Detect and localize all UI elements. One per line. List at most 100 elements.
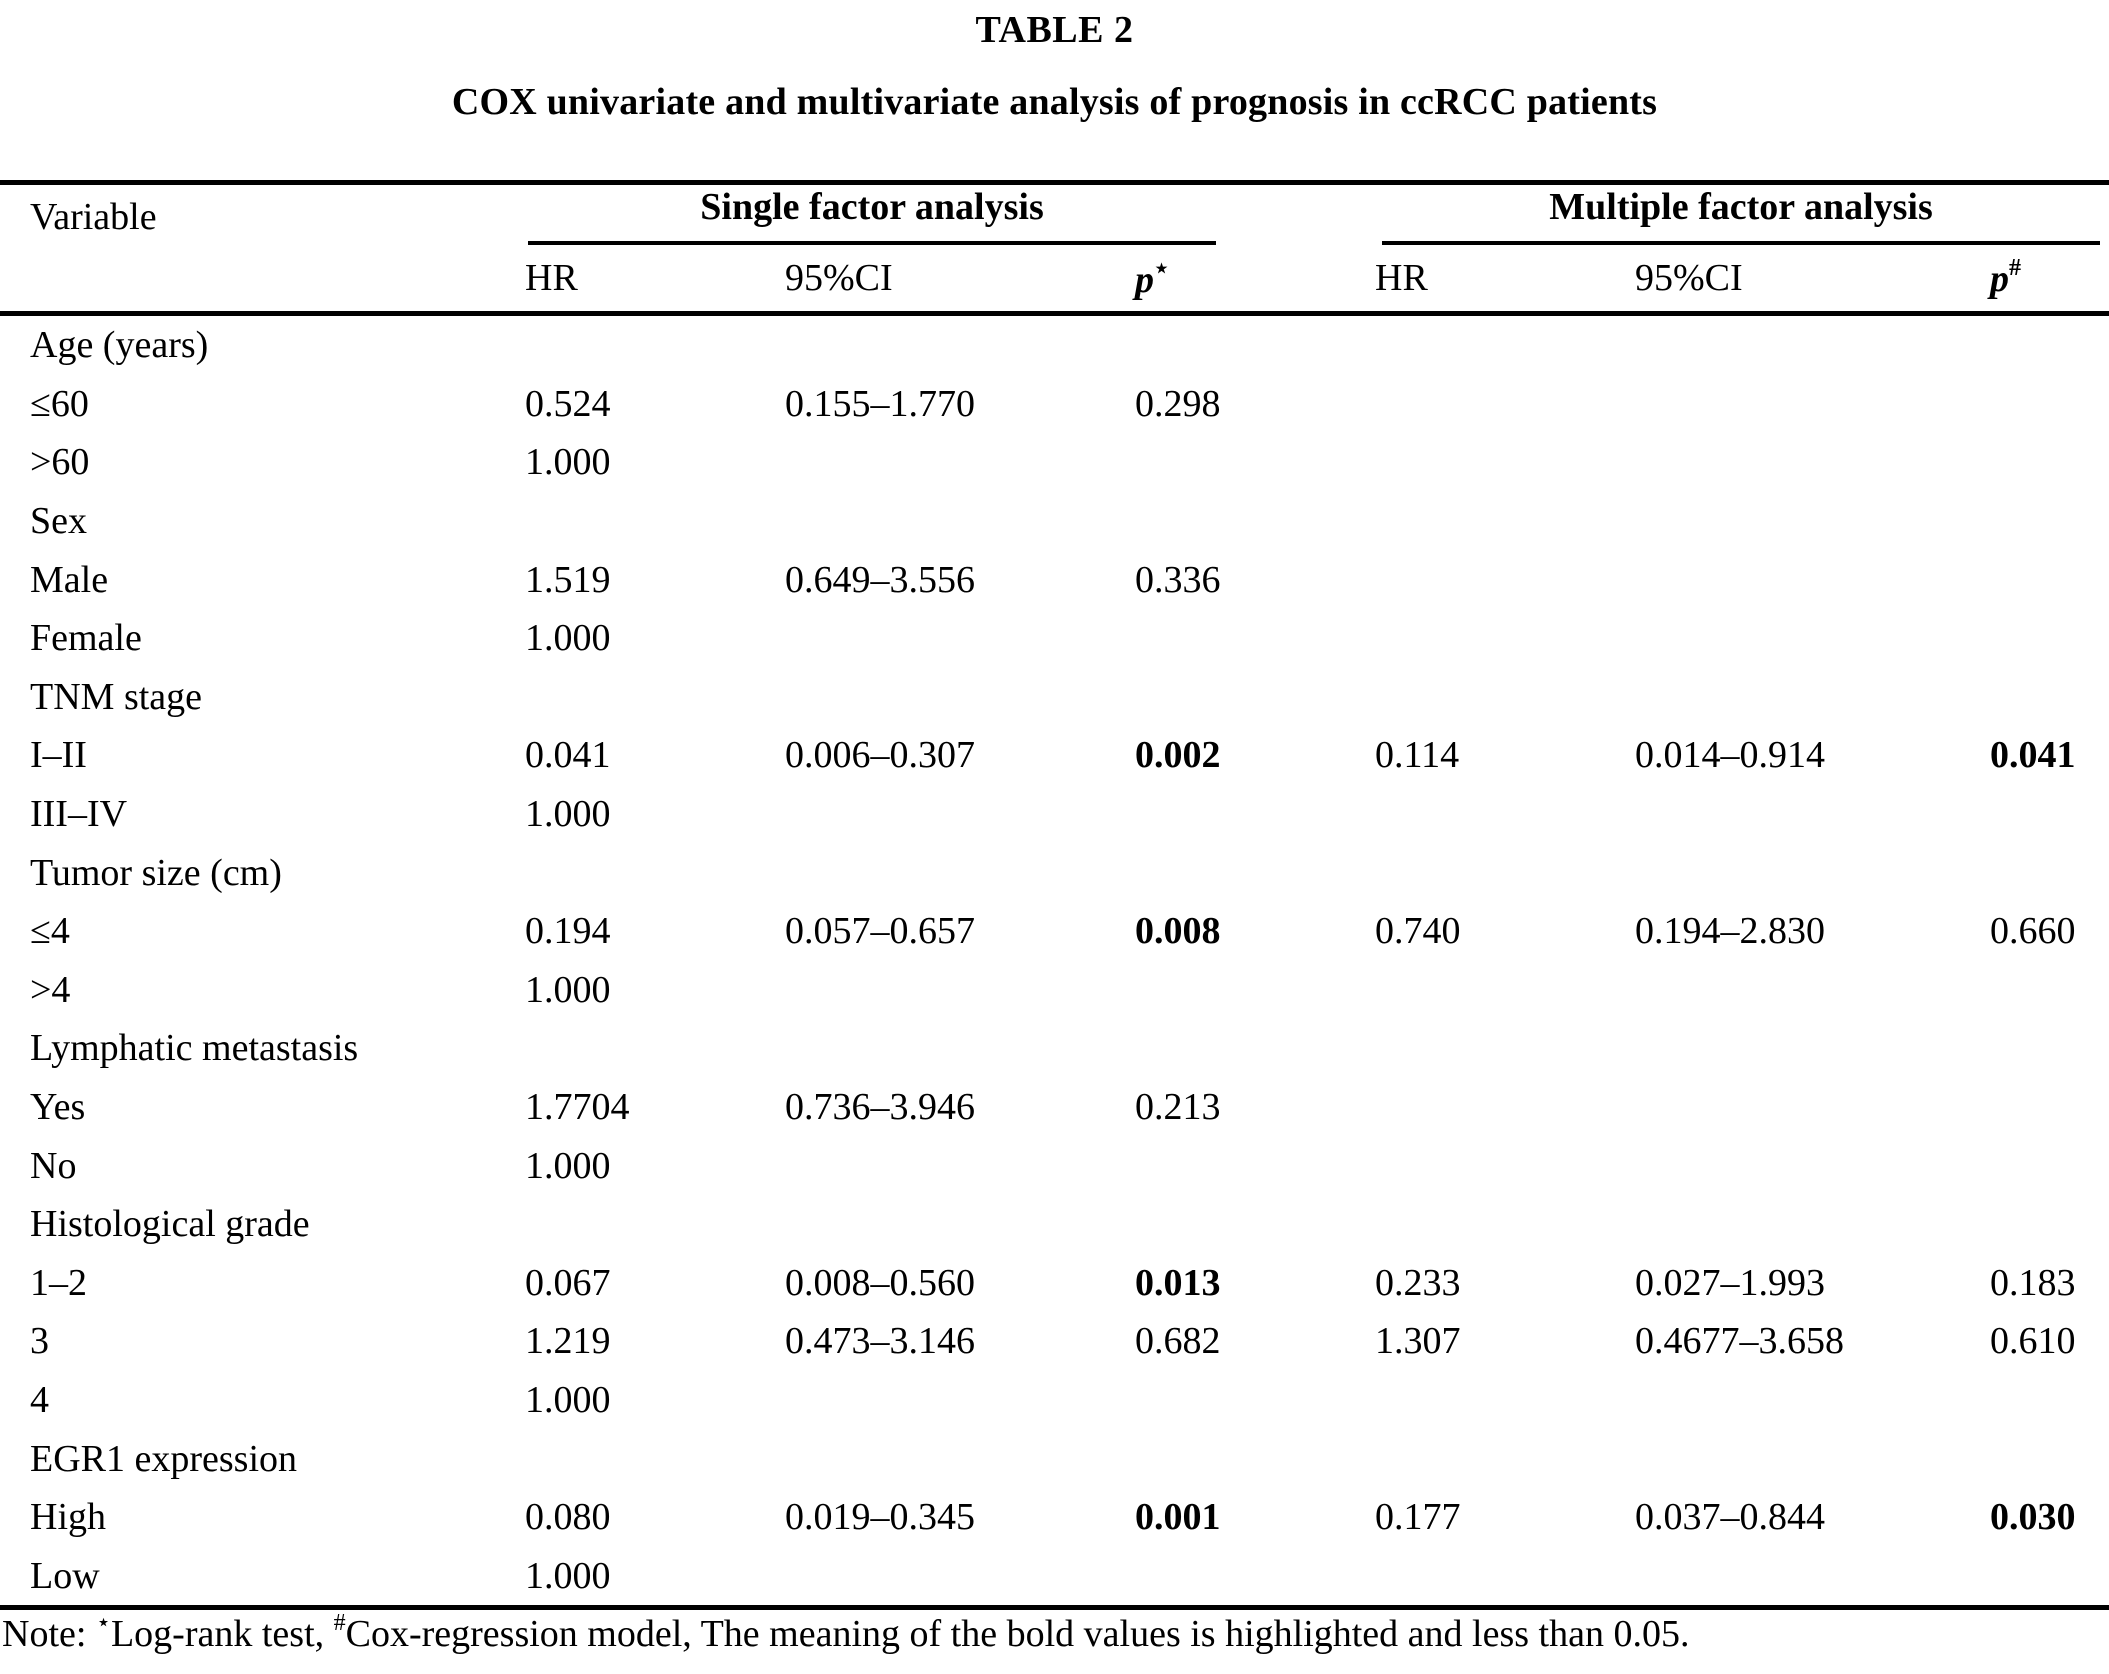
value-cell-ci2 <box>1620 961 1975 1020</box>
row-label-cell: I–II <box>30 734 87 777</box>
value-cell-ci2 <box>1620 550 1975 609</box>
table-row: Female 1.000 <box>0 609 2109 668</box>
value-cell-hr2 <box>1360 1546 1621 1611</box>
value-cell-p2: 0.660 <box>1990 910 2076 953</box>
value-cell-ci2 <box>1620 433 1975 492</box>
value-cell-ci2: 0.194–2.830 <box>1635 910 1826 953</box>
row-label-cell: Low <box>0 1546 510 1611</box>
value-cell-p2 <box>1975 1136 2109 1195</box>
value-cell-hr2 <box>1360 492 1620 551</box>
value-cell-hr1 <box>510 843 770 902</box>
value-cell-ci2 <box>1620 1019 1975 1078</box>
value-cell-ci1 <box>770 314 1120 375</box>
value-cell-p2: 0.041 <box>1990 734 2076 777</box>
table-row: 1–2 0.067 0.008–0.560 0.013 0.233 0.027–1.993… <box>0 1254 2109 1313</box>
table-row: Low 1.000 <box>0 1546 2109 1611</box>
row-label-cell: 3 <box>30 1320 49 1363</box>
value-cell-hr1 <box>510 668 770 727</box>
value-cell-p2 <box>1975 1195 2109 1254</box>
row-label-cell: EGR1 expression <box>30 1437 298 1480</box>
value-cell-p1: 0.336 <box>1135 558 1221 601</box>
value-cell-ci2: 0.037–0.844 <box>1635 1496 1826 1539</box>
multiple-factor-label: Multiple factor analysis <box>1382 187 2101 245</box>
table-row: Sex <box>0 492 2109 551</box>
row-label-cell: Tumor size (cm) <box>30 851 282 894</box>
table-row: Age (years) <box>0 314 2109 375</box>
row-label-cell: Age (years) <box>30 324 209 367</box>
value-cell-hr2 <box>1360 961 1620 1020</box>
value-cell-ci1: 0.019–0.345 <box>785 1496 975 1539</box>
value-cell-ci1 <box>770 433 1120 492</box>
value-cell-hr1: 1.000 <box>525 793 611 836</box>
table-row: 4 1.000 <box>0 1371 2109 1430</box>
table-caption: COX univariate and multivariate analysis… <box>451 81 1658 123</box>
table-row: TNM stage <box>0 668 2109 727</box>
value-cell-hr1: 1.519 <box>525 558 611 601</box>
value-cell-p2: 0.610 <box>1990 1320 2076 1363</box>
value-cell-ci2 <box>1620 375 1975 434</box>
table-row: Tumor size (cm) <box>0 843 2109 902</box>
value-cell-hr1: 1.219 <box>525 1320 611 1363</box>
row-label-cell: TNM stage <box>30 675 203 718</box>
value-cell-ci1 <box>770 609 1120 668</box>
value-cell-p2 <box>1975 1371 2109 1430</box>
row-label-cell: >60 <box>30 441 90 484</box>
value-cell-ci1: 0.649–3.556 <box>785 558 975 601</box>
value-cell-ci2 <box>1620 785 1975 844</box>
single-hr-header: HR <box>510 245 770 316</box>
value-cell-hr1: 0.041 <box>525 734 611 777</box>
p-symbol: p <box>1135 259 1154 301</box>
value-cell-hr1: 1.000 <box>510 1546 770 1611</box>
multiple-p-header: p# <box>1975 245 2109 316</box>
value-cell-hr2 <box>1360 1195 1620 1254</box>
hash-superscript: # <box>2009 255 2022 281</box>
value-cell-ci1 <box>770 843 1120 902</box>
p-symbol: p <box>1990 258 2010 300</box>
note-prefix: Note: <box>2 1613 96 1655</box>
value-cell-p1 <box>1120 433 1360 492</box>
value-cell-hr2: 0.114 <box>1375 734 1460 777</box>
value-cell-hr2 <box>1360 1371 1620 1430</box>
value-cell-hr1: 0.080 <box>525 1496 611 1539</box>
value-cell-p2 <box>1975 609 2109 668</box>
multiple-hr-header: HR <box>1360 245 1621 316</box>
table-row: No 1.000 <box>0 1136 2109 1195</box>
table-footnote: Note: ⋆Log-rank test, #Cox-regression mo… <box>2 1608 1689 1656</box>
value-cell-hr2 <box>1360 550 1620 609</box>
value-cell-ci1 <box>770 1429 1120 1488</box>
value-cell-hr2 <box>1360 1136 1620 1195</box>
value-cell-ci1 <box>770 1136 1120 1195</box>
value-cell-ci2 <box>1620 1546 1976 1611</box>
value-cell-ci1 <box>770 1195 1120 1254</box>
cox-analysis-table: Variable Single factor analysis Multiple… <box>0 180 2109 1611</box>
value-cell-p2 <box>1975 550 2109 609</box>
single-factor-label: Single factor analysis <box>528 187 1217 245</box>
table-row: Yes 1.7704 0.736–3.946 0.213 <box>0 1078 2109 1137</box>
value-cell-ci1: 0.736–3.946 <box>785 1086 975 1129</box>
value-cell-p2 <box>1975 1546 2109 1611</box>
table-row: I–II 0.041 0.006–0.307 0.002 0.114 0.014–0.91… <box>0 726 2109 785</box>
value-cell-ci1 <box>770 1371 1120 1430</box>
value-cell-hr1: 1.000 <box>525 968 611 1011</box>
row-label-cell: No <box>30 1144 77 1187</box>
row-label-cell: Female <box>30 617 142 660</box>
value-cell-p2 <box>1975 492 2109 551</box>
note-star-text: Log-rank test, <box>110 1613 334 1655</box>
value-cell-hr1: 1.000 <box>525 617 611 660</box>
value-cell-p1 <box>1120 609 1360 668</box>
value-cell-p1: 0.013 <box>1135 1261 1221 1304</box>
value-cell-ci1: 0.057–0.657 <box>785 910 975 953</box>
value-cell-hr1 <box>510 1195 770 1254</box>
value-cell-hr1: 0.067 <box>525 1261 611 1304</box>
value-cell-hr1 <box>510 1429 770 1488</box>
value-cell-p1: 0.001 <box>1135 1496 1221 1539</box>
value-cell-hr1: 1.000 <box>525 441 611 484</box>
value-cell-hr1: 1.7704 <box>525 1086 630 1129</box>
value-cell-p1 <box>1120 1429 1360 1488</box>
value-cell-p1 <box>1120 785 1360 844</box>
value-cell-ci1 <box>770 1546 1120 1611</box>
value-cell-p2 <box>1975 785 2109 844</box>
table-row: High 0.080 0.019–0.345 0.001 0.177 0.037–0.84… <box>0 1488 2109 1547</box>
value-cell-hr2 <box>1360 668 1620 727</box>
